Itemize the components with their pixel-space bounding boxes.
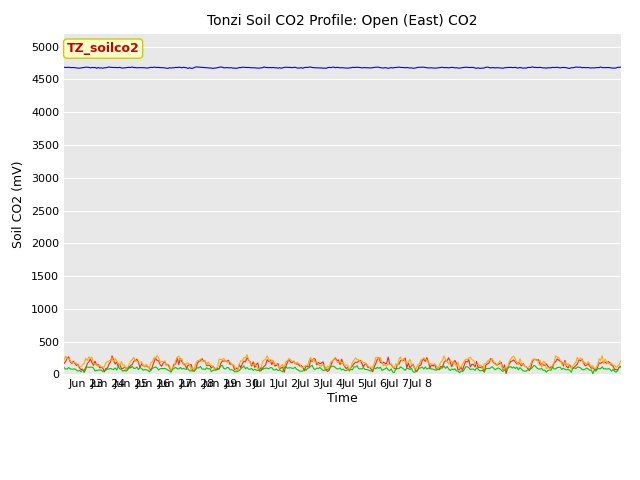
-4cm <box>246 360 254 366</box>
Title: Tonzi Soil CO2 Profile: Open (East) CO2: Tonzi Soil CO2 Profile: Open (East) CO2 <box>207 14 477 28</box>
X-axis label: Time: Time <box>327 392 358 405</box>
-2cm <box>255 368 263 374</box>
-8cm <box>246 366 254 372</box>
-2cm <box>130 358 138 364</box>
-8cm <box>228 367 236 372</box>
-4cm <box>255 366 263 372</box>
-4cm <box>60 357 68 363</box>
-4cm <box>243 352 251 358</box>
-16cm <box>228 65 236 71</box>
-4cm <box>346 369 353 374</box>
Y-axis label: Soil CO2 (mV): Soil CO2 (mV) <box>12 160 26 248</box>
-8cm <box>60 365 68 371</box>
-16cm <box>60 64 68 70</box>
-2cm <box>617 363 625 369</box>
-2cm <box>60 360 68 366</box>
-16cm <box>129 64 136 70</box>
-16cm <box>529 64 536 70</box>
-2cm <box>246 359 254 365</box>
-2cm <box>108 353 116 359</box>
-8cm <box>305 365 313 371</box>
Line: -8cm: -8cm <box>64 365 621 373</box>
-4cm <box>589 363 596 369</box>
-4cm <box>129 357 136 362</box>
Line: -16cm: -16cm <box>64 67 621 69</box>
-16cm <box>255 65 263 71</box>
-2cm <box>305 364 313 370</box>
-16cm <box>305 64 313 70</box>
-8cm <box>218 362 226 368</box>
-16cm <box>209 66 217 72</box>
-8cm <box>588 367 595 373</box>
-4cm <box>617 358 625 364</box>
-16cm <box>617 64 625 70</box>
-8cm <box>617 364 625 370</box>
-16cm <box>589 65 596 71</box>
-2cm <box>502 371 510 376</box>
-16cm <box>246 65 254 71</box>
Line: -2cm: -2cm <box>64 356 621 373</box>
-4cm <box>305 358 313 363</box>
-8cm <box>129 363 136 369</box>
Text: TZ_soilco2: TZ_soilco2 <box>67 42 140 55</box>
-2cm <box>228 361 236 367</box>
-8cm <box>255 368 263 373</box>
-2cm <box>589 365 596 371</box>
Line: -4cm: -4cm <box>64 355 621 372</box>
-4cm <box>226 359 234 365</box>
Legend: -2cm, -4cm, -8cm, -16cm: -2cm, -4cm, -8cm, -16cm <box>178 476 507 480</box>
-8cm <box>589 371 596 376</box>
